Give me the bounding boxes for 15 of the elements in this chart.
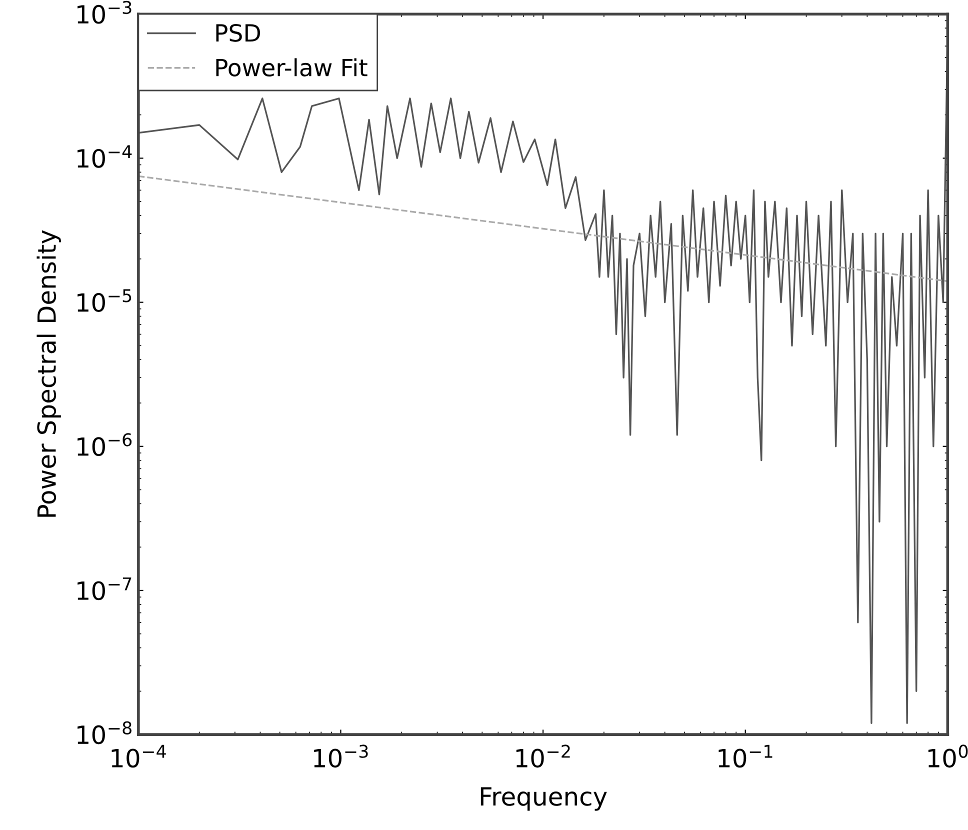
legend-label: Power-law Fit [216, 58, 368, 76]
y-tick-label: 10$^{−3}$ [78, 0, 132, 24]
x-tick-label: 10$^{0}$ [928, 744, 968, 768]
x-tick-label: 10$^{−3}$ [314, 744, 368, 768]
x-tick-label: 10$^{−4}$ [112, 744, 166, 768]
x-tick-label: 10$^{−1}$ [718, 744, 772, 768]
x-tick-label: 10$^{−2}$ [516, 744, 570, 768]
y-tick-label: 10$^{−7}$ [78, 577, 132, 600]
y-tick-label: 10$^{−6}$ [78, 433, 132, 456]
x-axis-title: Frequency [480, 787, 607, 811]
y-tick-label: 10$^{−8}$ [78, 721, 132, 744]
y-tick-label: 10$^{−4}$ [78, 145, 132, 168]
y-tick-label: 10$^{−5}$ [78, 289, 132, 312]
y-axis-title: Power Spectral Density [36, 230, 61, 517]
legend-label: PSD [216, 24, 260, 42]
